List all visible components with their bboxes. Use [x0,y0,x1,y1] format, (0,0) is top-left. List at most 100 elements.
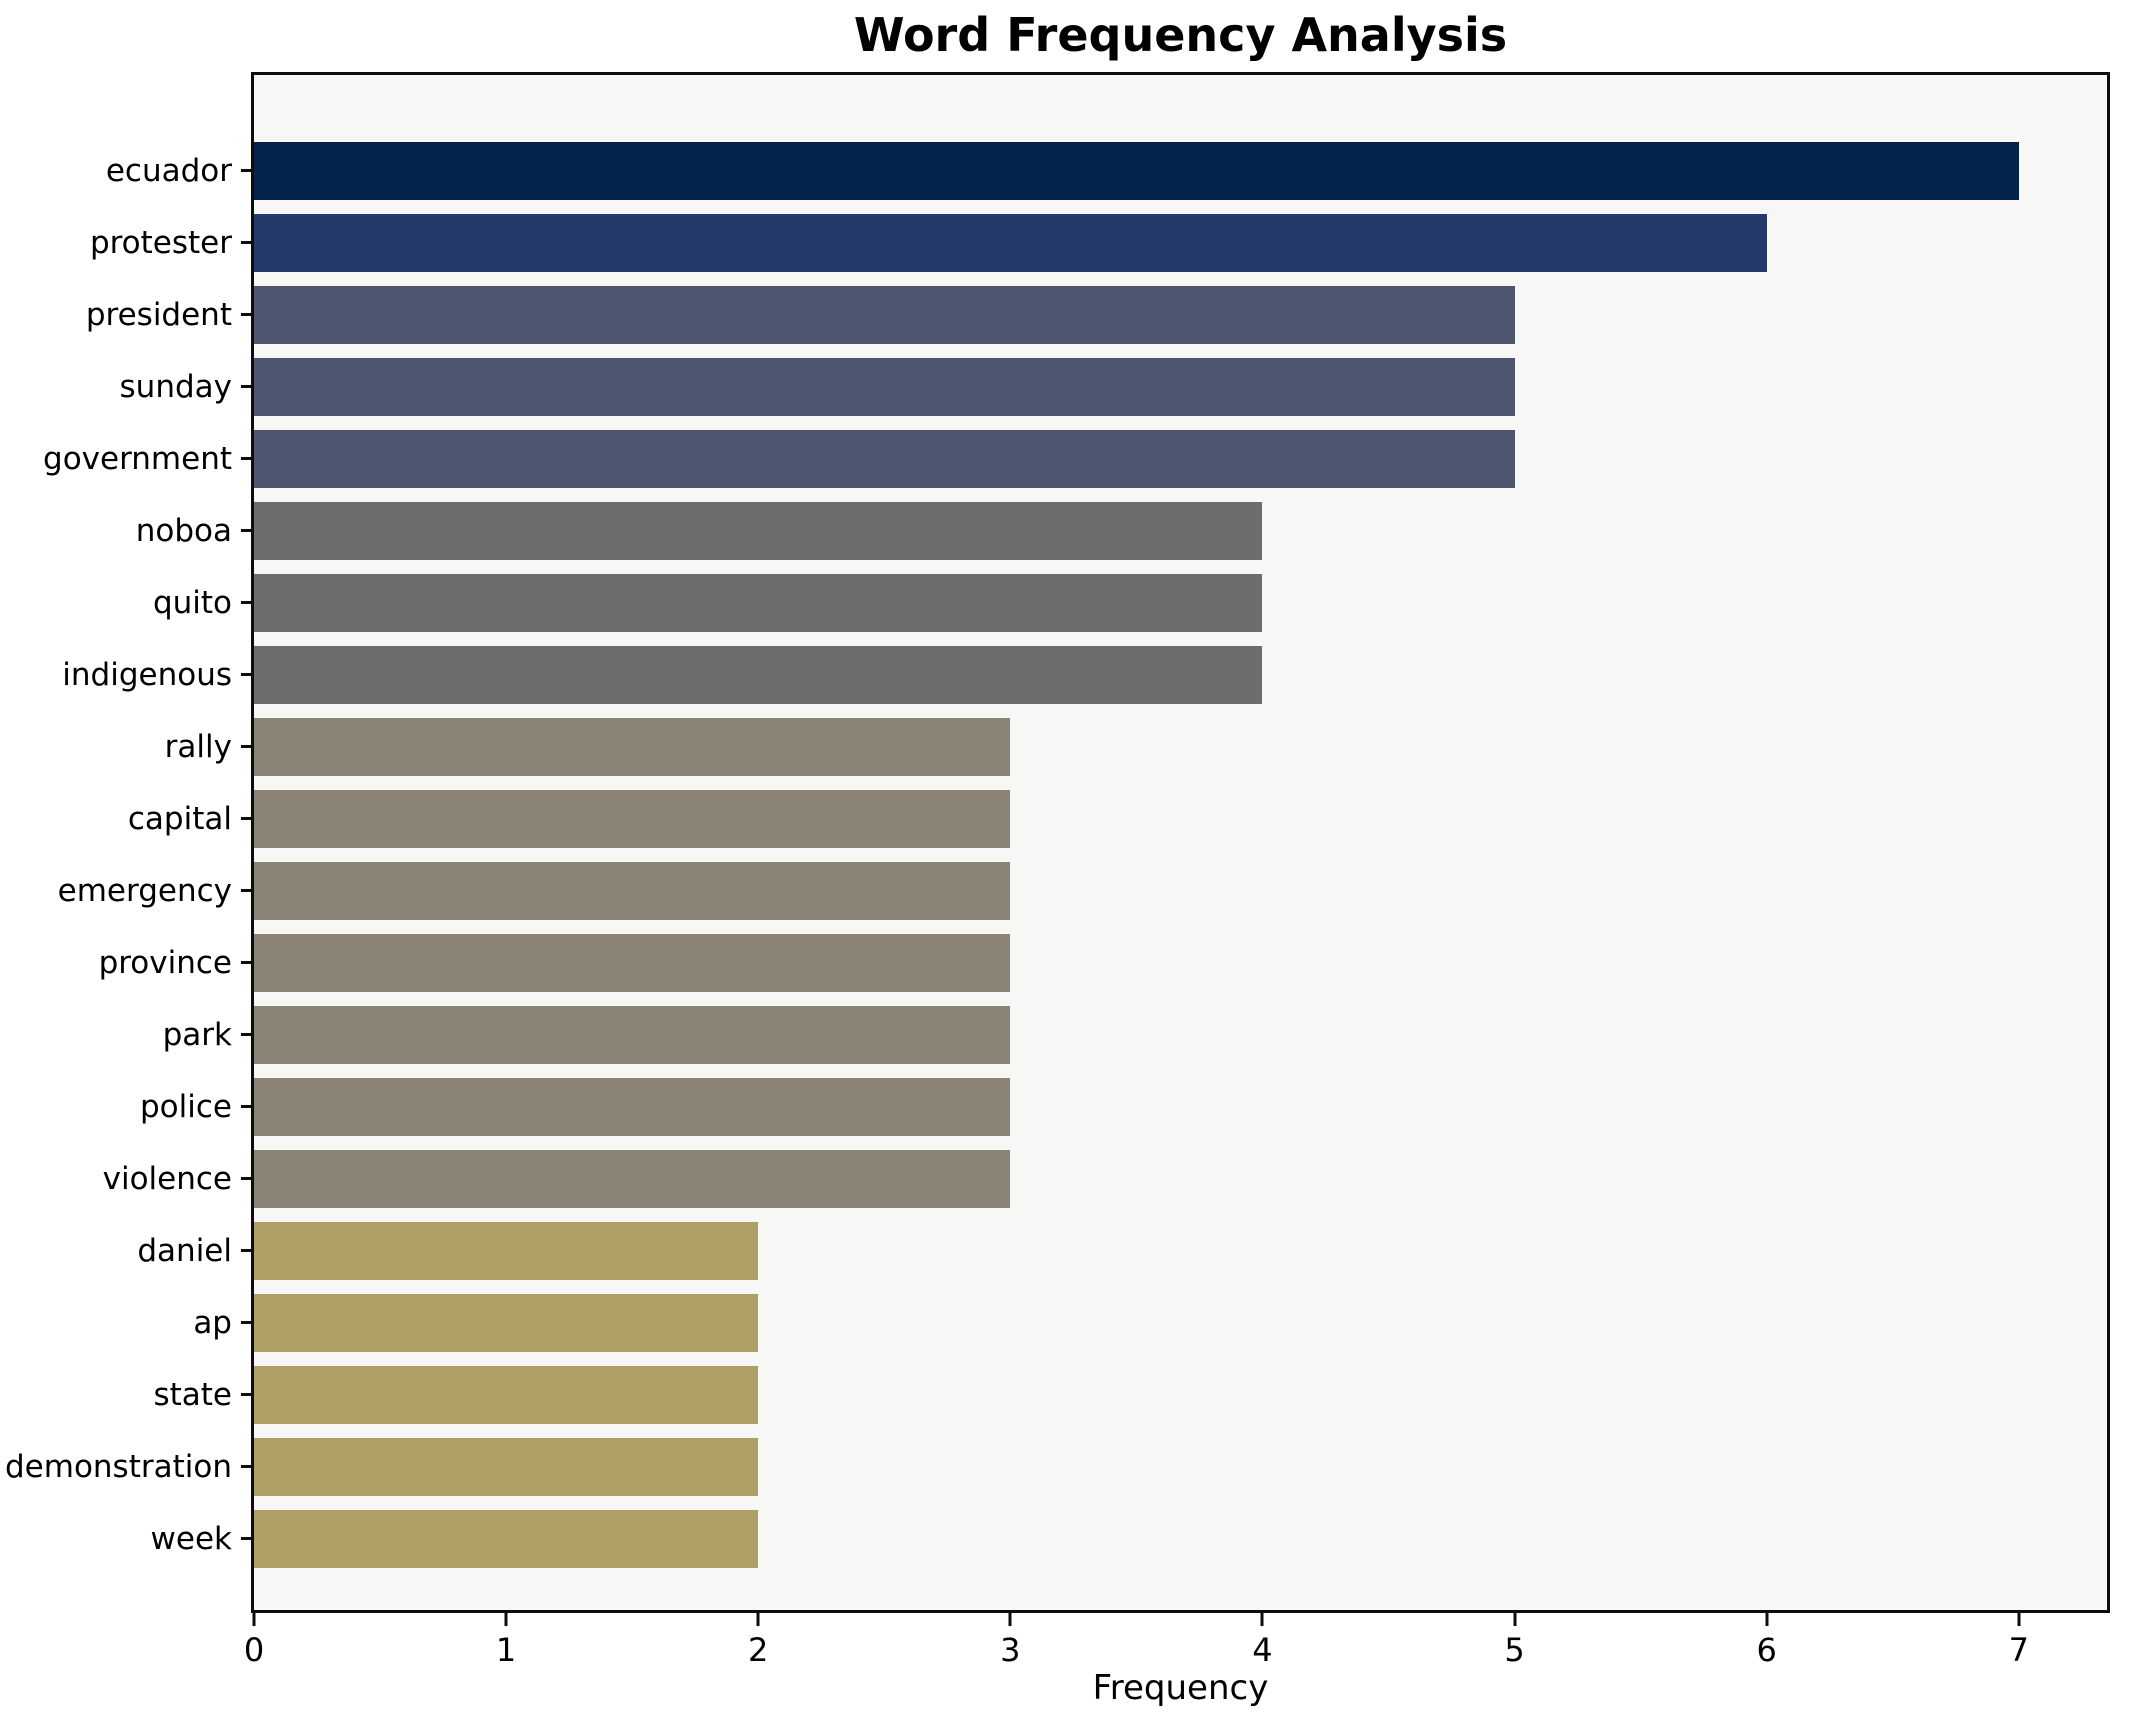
bar-row: noboa [136,495,2107,567]
y-axis-category-label: noboa [135,513,232,549]
bar-row: ap [193,1287,2107,1359]
y-tick-mark [241,241,251,244]
x-tick-label: 2 [748,1631,769,1669]
x-tick-label: 7 [2008,1631,2029,1669]
y-axis-category-label: government [43,441,232,477]
bar-row: government [43,423,2107,495]
frequency-bar [254,1222,759,1280]
frequency-bar [254,1078,1011,1136]
y-tick-mark [241,889,251,892]
x-tick-mark [756,1613,760,1626]
frequency-bar [254,790,1011,848]
bar-row: ecuador [106,135,2107,207]
y-tick-mark [241,601,251,604]
y-tick-mark [241,1465,251,1468]
bar-row: park [163,999,2107,1071]
y-tick-mark [241,385,251,388]
x-tick-mark [252,1613,256,1626]
y-axis-category-label: indigenous [62,657,232,693]
y-tick-mark [241,1105,251,1108]
x-axis: 0 1 2 3 4 5 6 7 [244,1613,2107,1683]
y-axis-category-label: president [85,297,232,333]
y-tick-mark [241,169,251,172]
frequency-bar [254,718,1011,776]
chart-title: Word Frequency Analysis [853,8,1508,62]
x-tick-mark [1260,1613,1264,1626]
frequency-bar [254,214,1767,272]
frequency-bar [254,574,1263,632]
y-tick-mark [241,673,251,676]
bar-row: capital [128,783,2107,855]
bar-row: indigenous [62,639,2107,711]
frequency-bar [254,1510,759,1568]
bar-row: emergency [58,855,2107,927]
x-tick-mark [1008,1613,1012,1626]
x-tick-label: 4 [1252,1631,1273,1669]
bar-row: protester [90,207,2107,279]
x-tick-label: 3 [1000,1631,1021,1669]
frequency-bar [254,430,1515,488]
frequency-bar [254,934,1011,992]
y-axis-category-label: state [153,1377,232,1413]
y-tick-mark [241,1321,251,1324]
y-axis-category-label: ecuador [105,153,232,189]
y-tick-mark [241,1249,251,1252]
y-axis-category-label: demonstration [5,1449,232,1485]
x-tick-mark [1765,1613,1769,1626]
y-axis-category-label: park [162,1017,232,1053]
y-axis-category-label: emergency [57,873,232,909]
x-tick-mark [2017,1613,2021,1626]
y-axis-category-label: capital [127,801,232,837]
frequency-bar [254,1294,759,1352]
bar-row: quito [153,567,2107,639]
y-tick-mark [241,529,251,532]
y-axis-category-label: ap [193,1305,232,1341]
y-tick-mark [241,313,251,316]
y-tick-mark [241,745,251,748]
y-axis-category-label: violence [102,1161,232,1197]
plot-area: ecuador protester president sunday governmen… [5,72,2110,1613]
y-tick-mark [241,961,251,964]
frequency-bar [254,358,1515,416]
y-axis-category-label: police [140,1089,232,1125]
frequency-bar [254,862,1011,920]
frequency-bar [254,502,1263,560]
bar-row: week [151,1503,2107,1575]
y-tick-mark [241,817,251,820]
bar-row: state [153,1359,2107,1431]
y-axis-category-label: province [98,945,232,981]
bar-row: president [86,279,2107,351]
y-axis-category-label: rally [164,729,232,765]
frequency-bar [254,1438,759,1496]
x-tick-mark [1513,1613,1517,1626]
x-tick-mark [504,1613,508,1626]
y-axis-category-label: quito [152,585,232,621]
bar-row: province [99,927,2107,999]
x-tick-label: 0 [243,1631,265,1669]
bar-row: violence [103,1143,2107,1215]
y-tick-mark [241,1393,251,1396]
bar-row: demonstration [5,1431,2107,1503]
y-axis-category-label: daniel [137,1233,232,1269]
frequency-bar [254,1366,759,1424]
bar-row: sunday [120,351,2107,423]
bar-row: daniel [137,1215,2107,1287]
bars-container: ecuador protester president sunday governmen… [5,75,2107,1575]
x-tick-label: 5 [1504,1631,1525,1669]
y-axis-category-label: protester [89,225,232,261]
x-tick-label: 6 [1756,1631,1777,1669]
y-tick-mark [241,1033,251,1036]
frequency-bar [254,142,2019,200]
bar-row: police [140,1071,2107,1143]
x-tick-label: 1 [495,1631,517,1669]
y-tick-mark [241,1177,251,1180]
frequency-bar [254,646,1263,704]
bar-row: rally [165,711,2107,783]
y-tick-mark [241,457,251,460]
y-tick-mark [241,1537,251,1540]
frequency-bar [254,1006,1011,1064]
frequency-bar [254,286,1515,344]
x-axis-label: Frequency [1092,1668,1269,1708]
y-axis-category-label: sunday [119,369,232,405]
